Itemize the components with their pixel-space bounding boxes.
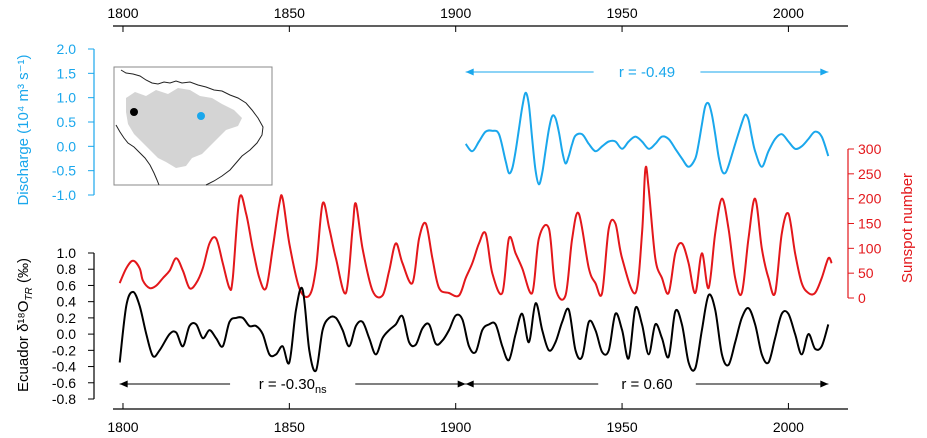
series-line-discharge [464, 91, 830, 186]
series-line-ecuador [118, 286, 830, 373]
r-label: r = 0.60 [621, 376, 672, 393]
r-label-main: r = 0.60 [621, 376, 672, 393]
y-tick-label: 0.4 [57, 294, 77, 310]
y-tick-label: 200 [858, 191, 882, 207]
ecuador-axis-label-main: Ecuador δ¹⁸O [15, 301, 32, 392]
inset-map [113, 66, 273, 186]
series-line-sunspot [118, 165, 833, 301]
r-arrow-head-left [465, 380, 474, 388]
x-tick-label-bottom: 1950 [606, 419, 637, 435]
y-axis-discharge: 2.0 1.5 1.0 0.5 0.0 -0.5 -1.0 [52, 41, 95, 203]
y-tick-label: 0.0 [57, 138, 77, 154]
r-label: r = -0.49 [619, 64, 675, 81]
x-tick-label-top: 1950 [606, 5, 637, 21]
y-tick-label: 0.0 [57, 326, 77, 342]
x-tick-label-bottom: 1850 [274, 419, 305, 435]
x-tick-label-bottom: 1900 [440, 419, 471, 435]
y-tick-label: 150 [858, 216, 882, 232]
discharge-axis-label: Discharge (10⁴ m³ s⁻¹) [15, 54, 32, 205]
inset-map-basin [126, 88, 242, 168]
x-tick-label-bottom: 2000 [773, 419, 804, 435]
y-tick-label: 50 [858, 265, 874, 281]
x-tick-label-bottom: 1800 [107, 419, 138, 435]
r-arrow-head-right [457, 380, 466, 388]
y-tick-label: 0.6 [57, 277, 77, 293]
y-tick-label: 250 [858, 166, 882, 182]
y-tick-label: 0.8 [57, 261, 77, 277]
r-arrow-head-left [119, 380, 128, 388]
x-tick-label-top: 1850 [274, 5, 305, 21]
sunspot-axis-label: Sunspot number [899, 173, 916, 283]
y-tick-label: 1.0 [57, 245, 77, 261]
r-label-main: r = -0.49 [619, 64, 675, 81]
y-tick-label: -0.6 [52, 375, 76, 391]
r-annotation-ecuador-late: r = 0.60 [465, 376, 829, 393]
y-tick-label: 2.0 [57, 41, 77, 57]
y-tick-label: -0.5 [52, 163, 76, 179]
map-site-discharge [197, 112, 205, 120]
r-annotation-ecuador-early: r = -0.30ns [119, 376, 466, 396]
r-label: r = -0.30ns [259, 376, 327, 396]
y-tick-label: -0.2 [52, 342, 76, 358]
y-tick-label: -0.8 [52, 391, 76, 407]
inset-map-coastline [115, 69, 264, 186]
ecuador-axis-label-sub: TR [24, 287, 35, 300]
y-tick-label: 0.5 [57, 114, 77, 130]
x-axis-bottom: 1800 1850 1900 1950 2000 [107, 403, 848, 435]
r-arrow-head-right [820, 380, 829, 388]
r-label-sub: ns [315, 384, 327, 396]
y-tick-label: -1.0 [52, 187, 76, 203]
ecuador-axis-label: Ecuador δ¹⁸OTR (‰) [15, 258, 35, 392]
y-tick-label: 0 [858, 290, 866, 306]
y-axis-ecuador: 1.00.80.60.40.20.0-0.2-0.4-0.6-0.8 [52, 245, 95, 407]
r-label-main: r = -0.30 [259, 376, 315, 393]
r-arrow-head-left [465, 68, 474, 76]
x-tick-label-top: 1800 [107, 5, 138, 21]
r-annotation-discharge: r = -0.49 [465, 64, 829, 81]
y-tick-label: 300 [858, 141, 882, 157]
x-tick-label-top: 1900 [440, 5, 471, 21]
y-tick-label: 100 [858, 240, 882, 256]
y-tick-label: 1.0 [57, 90, 77, 106]
ecuador-axis-label-unit: (‰) [15, 258, 32, 287]
x-tick-label-top: 2000 [773, 5, 804, 21]
y-axis-sunspot: 300 250 200 150 100 50 0 [847, 141, 882, 306]
r-arrow-head-right [820, 68, 829, 76]
y-tick-label: 1.5 [57, 65, 77, 81]
map-site-ecuador [130, 108, 138, 116]
x-axis-top: 1800 1850 1900 1950 2000 [107, 5, 848, 32]
y-tick-label: 0.2 [57, 310, 77, 326]
y-tick-label: -0.4 [52, 359, 76, 375]
